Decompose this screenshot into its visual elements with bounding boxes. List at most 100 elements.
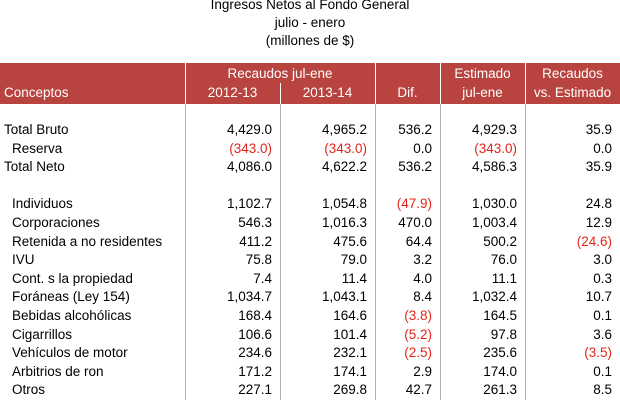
column-header: jul-ene	[462, 85, 503, 100]
column-line	[440, 104, 441, 400]
header-separator	[525, 63, 526, 104]
header-estimado: Estimado	[454, 66, 511, 81]
cell-value: 3.2	[413, 252, 432, 268]
cell-value: 1,102.7	[226, 196, 272, 212]
row-label: Corporaciones	[12, 215, 100, 230]
row-label: Vehículos de motor	[12, 345, 128, 361]
cell-value: 8.4	[413, 289, 432, 305]
cell-value: 4,622.2	[321, 159, 367, 175]
title-line: Ingresos Netos al Fondo General	[210, 0, 410, 12]
column-line	[375, 104, 376, 400]
cell-value: 411.2	[239, 233, 272, 249]
cell-value: 1,054.8	[321, 196, 367, 212]
row-label: Arbitrios de ron	[12, 363, 104, 379]
cell-value: 10.7	[585, 289, 612, 305]
cell-value: 4,965.2	[321, 122, 367, 137]
cell-value: (343.0)	[229, 140, 272, 156]
row-label: Otros	[12, 382, 46, 398]
column-line	[185, 104, 186, 400]
header-recaudos: Recaudos	[542, 66, 603, 81]
row-label: IVU	[12, 252, 35, 268]
cell-value: 7.4	[253, 270, 272, 286]
cell-value: 164.6	[333, 308, 367, 323]
cell-value: 35.9	[585, 122, 612, 137]
cell-value: 0.0	[593, 140, 612, 156]
cell-value: 101.4	[333, 326, 367, 342]
title-line: (millones de $)	[265, 33, 355, 48]
row-label: Retenida a no residentes	[12, 233, 163, 249]
column-header: Dif.	[397, 85, 418, 100]
cell-value: 11.4	[341, 270, 367, 286]
row-label: Cont. s la propiedad	[12, 270, 133, 286]
cell-value: 0.1	[593, 308, 612, 323]
cell-value: 1,032.4	[471, 289, 517, 305]
cell-value: 4,929.3	[471, 122, 517, 137]
cell-value: (3.8)	[404, 308, 432, 323]
cell-value: 1,016.3	[321, 215, 367, 230]
cell-value: 79.0	[340, 252, 367, 268]
cell-value: 4,086.0	[226, 159, 272, 175]
cell-value: 500.2	[483, 233, 517, 249]
cell-value: 8.5	[593, 382, 612, 398]
cell-value: 227.1	[238, 382, 272, 398]
column-line	[525, 104, 526, 400]
cell-value: 1,034.7	[226, 289, 272, 305]
column-header: 2012-13	[207, 85, 258, 100]
cell-value: 235.6	[483, 345, 517, 361]
header-separator	[280, 83, 281, 104]
cell-value: 42.7	[405, 382, 432, 398]
cell-value: 12.9	[585, 215, 612, 230]
cell-value: (24.6)	[576, 233, 612, 249]
cell-value: 0.3	[593, 270, 612, 286]
header-group: Recaudos jul-ene	[227, 66, 333, 81]
header-band	[0, 63, 620, 104]
cell-value: 269.8	[333, 382, 367, 398]
cell-value: 1,030.0	[471, 196, 517, 212]
cell-value: 234.6	[238, 345, 272, 361]
cell-value: 536.2	[398, 159, 432, 175]
cell-value: 3.0	[593, 252, 612, 268]
row-label: Reserva	[12, 140, 63, 156]
cell-value: (47.9)	[396, 196, 432, 212]
row-label: Foráneas (Ley 154)	[12, 289, 130, 305]
cell-value: (5.2)	[404, 326, 432, 342]
cell-value: 1,043.1	[321, 289, 367, 305]
header-separator	[440, 63, 441, 104]
cell-value: 174.1	[333, 363, 367, 379]
cell-value: 106.6	[238, 326, 272, 342]
cell-value: 168.4	[238, 308, 272, 323]
cell-value: 2.9	[413, 363, 432, 379]
cell-value: 11.1	[491, 270, 517, 286]
cell-value: 0.0	[413, 140, 432, 156]
cell-value: (343.0)	[324, 140, 367, 156]
cell-value: 174.0	[483, 363, 517, 379]
row-label: Cigarrillos	[12, 326, 73, 342]
cell-value: (3.5)	[584, 345, 612, 361]
column-line	[280, 104, 281, 400]
header-separator	[185, 63, 186, 104]
cell-value: 164.5	[483, 308, 517, 323]
cell-value: 24.8	[585, 196, 612, 212]
row-label: Bebidas alcohólicas	[12, 308, 132, 323]
row-label: Total Neto	[4, 159, 65, 175]
cell-value: 475.6	[333, 233, 367, 249]
cell-value: 75.8	[245, 252, 272, 268]
cell-value: 232.1	[333, 345, 367, 361]
cell-value: 4.0	[413, 270, 432, 286]
cell-value: 4,586.3	[471, 159, 517, 175]
cell-value: (343.0)	[474, 140, 517, 156]
column-header: 2013-14	[302, 85, 353, 100]
cell-value: 1,003.4	[471, 215, 517, 230]
column-header: Conceptos	[4, 85, 69, 100]
column-header: vs. Estimado	[533, 85, 612, 100]
cell-value: (2.5)	[404, 345, 432, 361]
cell-value: 536.2	[398, 122, 432, 137]
cell-value: 470.0	[398, 215, 432, 230]
cell-value: 64.4	[405, 233, 432, 249]
cell-value: 3.6	[593, 326, 612, 342]
cell-value: 35.9	[585, 159, 612, 175]
header-separator	[375, 63, 376, 104]
cell-value: 546.3	[238, 215, 272, 230]
cell-value: 76.0	[490, 252, 517, 268]
